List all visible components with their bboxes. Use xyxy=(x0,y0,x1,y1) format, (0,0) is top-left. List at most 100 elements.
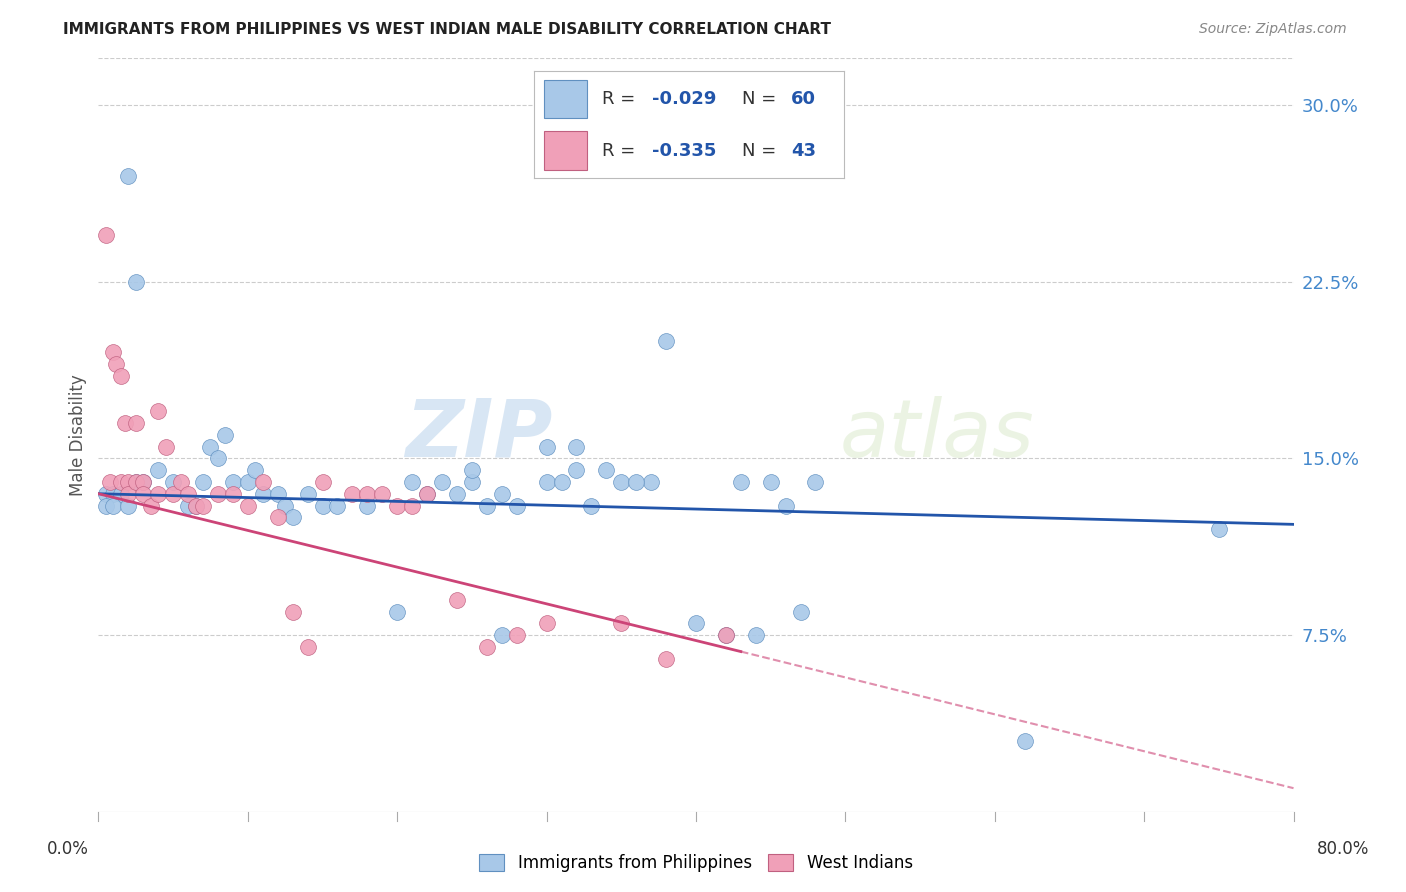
Point xyxy=(222,475,245,489)
Point xyxy=(155,440,177,454)
Point xyxy=(207,487,229,501)
Point xyxy=(117,487,139,501)
Point xyxy=(94,487,117,501)
Text: IMMIGRANTS FROM PHILIPPINES VS WEST INDIAN MALE DISABILITY CORRELATION CHART: IMMIGRANTS FROM PHILIPPINES VS WEST INDI… xyxy=(63,22,831,37)
Point xyxy=(236,499,259,513)
Point xyxy=(491,628,513,642)
Text: R =: R = xyxy=(602,142,641,160)
Point xyxy=(804,475,827,489)
Point xyxy=(356,499,378,513)
Point xyxy=(125,475,148,489)
Point xyxy=(207,451,229,466)
Point xyxy=(110,475,132,489)
Point xyxy=(281,605,304,619)
Point xyxy=(94,227,117,242)
Point xyxy=(148,463,170,477)
Point xyxy=(640,475,662,489)
Point xyxy=(610,475,633,489)
Point xyxy=(491,487,513,501)
Point xyxy=(236,475,259,489)
Point xyxy=(162,475,184,489)
Point xyxy=(252,475,274,489)
Point xyxy=(385,499,409,513)
Point xyxy=(759,475,782,489)
Point xyxy=(475,499,498,513)
Point xyxy=(685,616,707,631)
Text: 0.0%: 0.0% xyxy=(46,840,89,858)
Point xyxy=(132,475,155,489)
Point xyxy=(714,628,737,642)
Point xyxy=(446,592,468,607)
Point xyxy=(274,499,297,513)
Text: R =: R = xyxy=(602,90,641,108)
Text: 80.0%: 80.0% xyxy=(1316,840,1369,858)
Point xyxy=(385,605,409,619)
Point xyxy=(117,169,139,183)
Text: Source: ZipAtlas.com: Source: ZipAtlas.com xyxy=(1199,22,1347,37)
Point xyxy=(191,475,214,489)
Point xyxy=(626,475,648,489)
Point xyxy=(714,628,737,642)
Point xyxy=(125,275,148,289)
Point xyxy=(371,487,394,501)
Point xyxy=(297,640,319,654)
Point xyxy=(311,475,333,489)
Point xyxy=(356,487,378,501)
Point xyxy=(103,499,125,513)
Point xyxy=(105,357,128,371)
Point xyxy=(342,487,364,501)
Point xyxy=(191,499,214,513)
Point xyxy=(125,475,148,489)
Point xyxy=(110,487,132,501)
Point xyxy=(506,499,529,513)
Point xyxy=(416,487,439,501)
Point xyxy=(550,475,572,489)
Point xyxy=(267,487,290,501)
Point xyxy=(745,628,768,642)
Point xyxy=(139,499,162,513)
Point xyxy=(475,640,498,654)
Bar xyxy=(544,80,586,119)
Text: N =: N = xyxy=(741,90,782,108)
Point xyxy=(401,475,423,489)
Text: N =: N = xyxy=(741,142,782,160)
Point xyxy=(610,616,633,631)
Point xyxy=(132,475,155,489)
Text: 60: 60 xyxy=(792,90,815,108)
Point xyxy=(98,475,122,489)
Point xyxy=(1208,522,1230,536)
Point xyxy=(245,463,267,477)
Point xyxy=(536,616,558,631)
Point xyxy=(169,475,191,489)
Point xyxy=(461,463,484,477)
Point xyxy=(326,499,349,513)
Point xyxy=(430,475,453,489)
Point xyxy=(536,440,558,454)
Point xyxy=(177,499,200,513)
Point xyxy=(446,487,468,501)
Point xyxy=(162,487,184,501)
Point xyxy=(177,487,200,501)
Point xyxy=(184,499,207,513)
Point xyxy=(730,475,752,489)
Text: ZIP: ZIP xyxy=(405,396,553,474)
Point xyxy=(103,345,125,359)
Point xyxy=(103,487,125,501)
Point xyxy=(565,463,588,477)
Text: atlas: atlas xyxy=(839,396,1035,474)
Y-axis label: Male Disability: Male Disability xyxy=(69,374,87,496)
Point xyxy=(222,487,245,501)
Point xyxy=(281,510,304,524)
Point xyxy=(655,651,678,665)
Point xyxy=(536,475,558,489)
Point xyxy=(132,487,155,501)
Point xyxy=(148,487,170,501)
Point xyxy=(297,487,319,501)
Point xyxy=(655,334,678,348)
Point xyxy=(416,487,439,501)
Point xyxy=(200,440,222,454)
Point xyxy=(789,605,811,619)
Point xyxy=(267,510,290,524)
Point xyxy=(401,499,423,513)
Text: -0.029: -0.029 xyxy=(652,90,716,108)
